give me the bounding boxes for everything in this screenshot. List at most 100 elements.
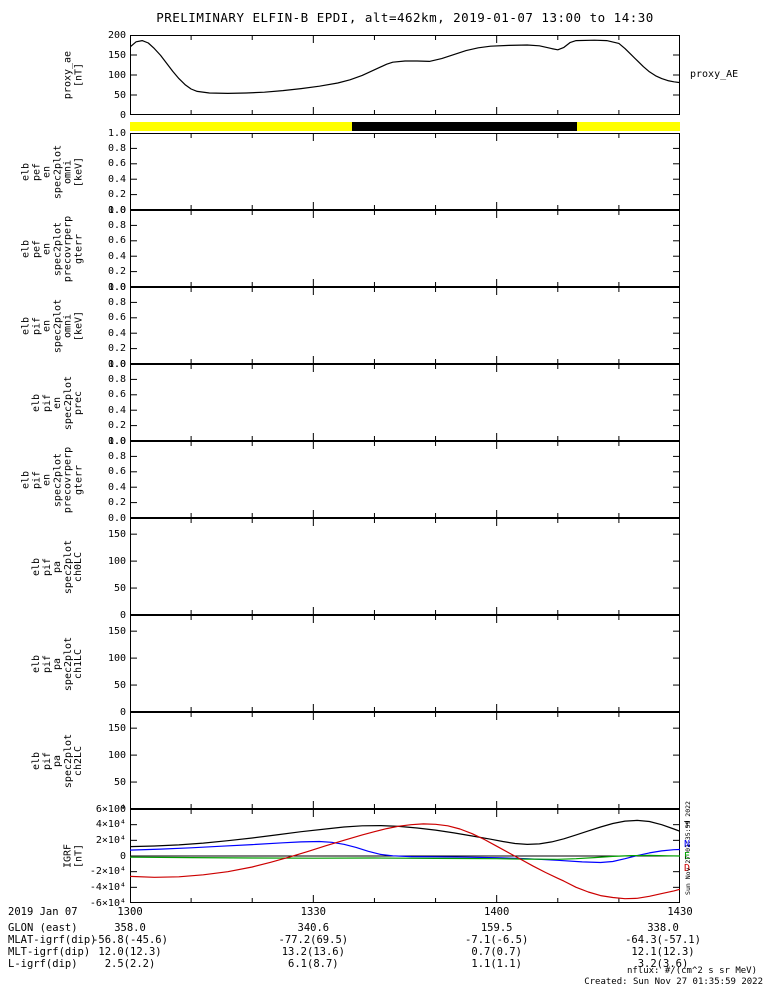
footer-row-label: MLT-igrf(dip): [8, 946, 91, 958]
y-tick-label: 150: [107, 528, 126, 540]
series-line-N: [130, 840, 680, 864]
y-tick-label: 6×10⁴: [95, 803, 126, 815]
footer-value: 12.1(12.3): [631, 946, 695, 958]
panel-canvas-proxy_ae: [130, 35, 680, 115]
panel-elb_pif_pa_spec2plot_ch2LC: [130, 712, 680, 809]
y-tick-label: 0.4: [107, 404, 126, 416]
y-tick-label: 0.8: [107, 296, 126, 308]
panel-ylabel-elb_pif_pa_spec2plot_ch1LC: elb pif pa spec2plot ch1LC: [30, 636, 84, 691]
y-tick-label: 0: [119, 803, 126, 815]
footer-value: 13.2(13.6): [281, 946, 345, 958]
series-line-D: [130, 823, 680, 900]
y-tick-label: 0.0: [107, 281, 126, 293]
panel-canvas-elb_pif_en_spec2plot_precovrperp_gterr: [130, 441, 680, 518]
y-tick-label: 0.2: [107, 266, 126, 278]
panel-elb_pif_en_spec2plot_precovrperp_gterr: [130, 441, 680, 518]
y-tick-label: 0.4: [107, 481, 126, 493]
y-tick-label: 200: [107, 29, 126, 41]
panel-ylabel-elb_pif_pa_spec2plot_ch0LC: elb pif pa spec2plot ch0LC: [30, 539, 84, 594]
footer-value: 1.1(1.1): [471, 958, 522, 970]
y-tick-label: 50: [113, 582, 126, 594]
panel-ylabel-elb_pef_en_spec2plot_precovrperp_gterr: elb pef en spec2plot precovrperp gterr: [20, 215, 84, 282]
footer-value: 0.7(0.7): [471, 946, 522, 958]
footer-value: -77.2(69.5): [278, 934, 349, 946]
survey-bar-segment: [352, 122, 578, 131]
y-tick-label: 0.0: [107, 435, 126, 447]
series-label-E: E: [684, 851, 691, 862]
y-tick-label: 4×10⁴: [95, 819, 126, 831]
y-tick-label: 1.0: [107, 281, 126, 293]
series-line-proxy_AE: [130, 39, 680, 95]
y-tick-label: 0.4: [107, 173, 126, 185]
survey-bar: [130, 122, 680, 131]
created-note: Created: Sun Nov 27 01:35:59 2022: [584, 977, 763, 987]
series-line-T: [130, 819, 680, 848]
y-tick-label: 0.6: [107, 389, 126, 401]
x-tick-label: 1430: [667, 906, 693, 918]
y-tick-label: 0.6: [107, 158, 126, 170]
y-tick-label: 0.0: [107, 358, 126, 370]
nflux-note: nflux: #/(cm^2 s sr MeV): [626, 966, 757, 976]
footer-value: 358.0: [114, 922, 146, 934]
panel-ylabel-elb_pef_en_spec2plot_omni: elb pef en spec2plot omni [keV]: [20, 144, 84, 199]
panel-ylabel-elb_pif_en_spec2plot_precovrperp_gterr: elb pif en spec2plot precovrperp gterr: [20, 446, 84, 513]
y-tick-label: 0.2: [107, 420, 126, 432]
x-tick-label: 1330: [300, 906, 326, 918]
y-tick-label: -6×10⁴: [89, 897, 126, 909]
y-tick-label: 1.0: [107, 204, 126, 216]
panel-ylabel-proxy_ae: proxy_ae [nT]: [62, 50, 84, 100]
survey-bar-segment: [130, 122, 353, 131]
y-tick-label: 0.6: [107, 235, 126, 247]
panel-ylabel-elb_pif_en_spec2plot_prec: elb pif en spec2plot prec: [30, 375, 84, 430]
series-line-E: [130, 854, 680, 860]
footer-value: -64.3(-57.1): [625, 934, 701, 946]
x-tick-label: 1400: [484, 906, 510, 918]
panel-ylabel-elb_pif_en_spec2plot_omni: elb pif en spec2plot omni [keV]: [20, 298, 84, 353]
y-tick-label: 50: [113, 89, 126, 101]
panel-canvas-elb_pif_en_spec2plot_prec: [130, 364, 680, 441]
series-label-D: D: [684, 863, 691, 875]
footer-value: 3.2(3.6): [637, 958, 689, 970]
footer-row-label: L-igrf(dip): [8, 958, 78, 970]
y-tick-label: 0.6: [107, 312, 126, 324]
y-tick-label: 2×10⁴: [95, 834, 126, 846]
y-tick-label: 0.2: [107, 189, 126, 201]
y-tick-label: 0.8: [107, 142, 126, 154]
panel-elb_pif_en_spec2plot_omni: [130, 287, 680, 364]
footer-row-label: GLON (east): [8, 922, 78, 934]
panel-ylabel-elb_pif_pa_spec2plot_ch2LC: elb pif pa spec2plot ch2LC: [30, 733, 84, 788]
footer-value: 12.0(12.3): [98, 946, 162, 958]
y-tick-label: 150: [107, 722, 126, 734]
y-tick-label: 0.8: [107, 450, 126, 462]
y-tick-label: 0.8: [107, 219, 126, 231]
y-tick-label: 0.8: [107, 373, 126, 385]
y-tick-label: 0.6: [107, 466, 126, 478]
footer-value: -7.1(-6.5): [465, 934, 529, 946]
footer-value: 340.6: [297, 922, 330, 934]
footer-row-label: MLAT-igrf(dip): [8, 934, 97, 946]
y-tick-label: 0: [119, 706, 126, 718]
footer-value: -56.8(-45.6): [92, 934, 168, 946]
panel-elb_pif_en_spec2plot_prec: [130, 364, 680, 441]
y-tick-label: 1.0: [107, 358, 126, 370]
date-label: 2019 Jan 07: [8, 906, 78, 918]
panel-ylabel-igrf: IGRF [nT]: [62, 843, 84, 869]
panel-elb_pif_pa_spec2plot_ch0LC: [130, 518, 680, 615]
y-tick-label: 100: [107, 555, 126, 567]
y-tick-label: 0: [119, 850, 126, 862]
panel-canvas-elb_pif_pa_spec2plot_ch1LC: [130, 615, 680, 712]
y-tick-label: 0.2: [107, 497, 126, 509]
y-tick-label: 0.2: [107, 343, 126, 355]
panel-canvas-elb_pef_en_spec2plot_precovrperp_gterr: [130, 210, 680, 287]
y-tick-label: 1.0: [107, 127, 126, 139]
side-timestamp: Sun Nov 27 01:35:59 2022: [684, 801, 692, 895]
footer-value: 6.1(8.7): [288, 958, 339, 970]
x-tick-label: 1300: [117, 906, 143, 918]
y-tick-label: 100: [107, 749, 126, 761]
panel-canvas-elb_pef_en_spec2plot_omni: [130, 133, 680, 210]
y-tick-label: 50: [113, 679, 126, 691]
y-tick-label: 100: [107, 69, 126, 81]
panel-elb_pef_en_spec2plot_omni: [130, 133, 680, 210]
y-tick-label: 0: [119, 609, 126, 621]
